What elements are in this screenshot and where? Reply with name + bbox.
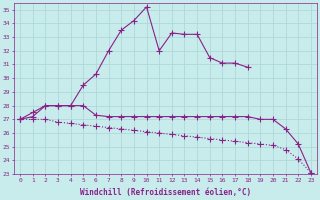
X-axis label: Windchill (Refroidissement éolien,°C): Windchill (Refroidissement éolien,°C) (80, 188, 251, 197)
